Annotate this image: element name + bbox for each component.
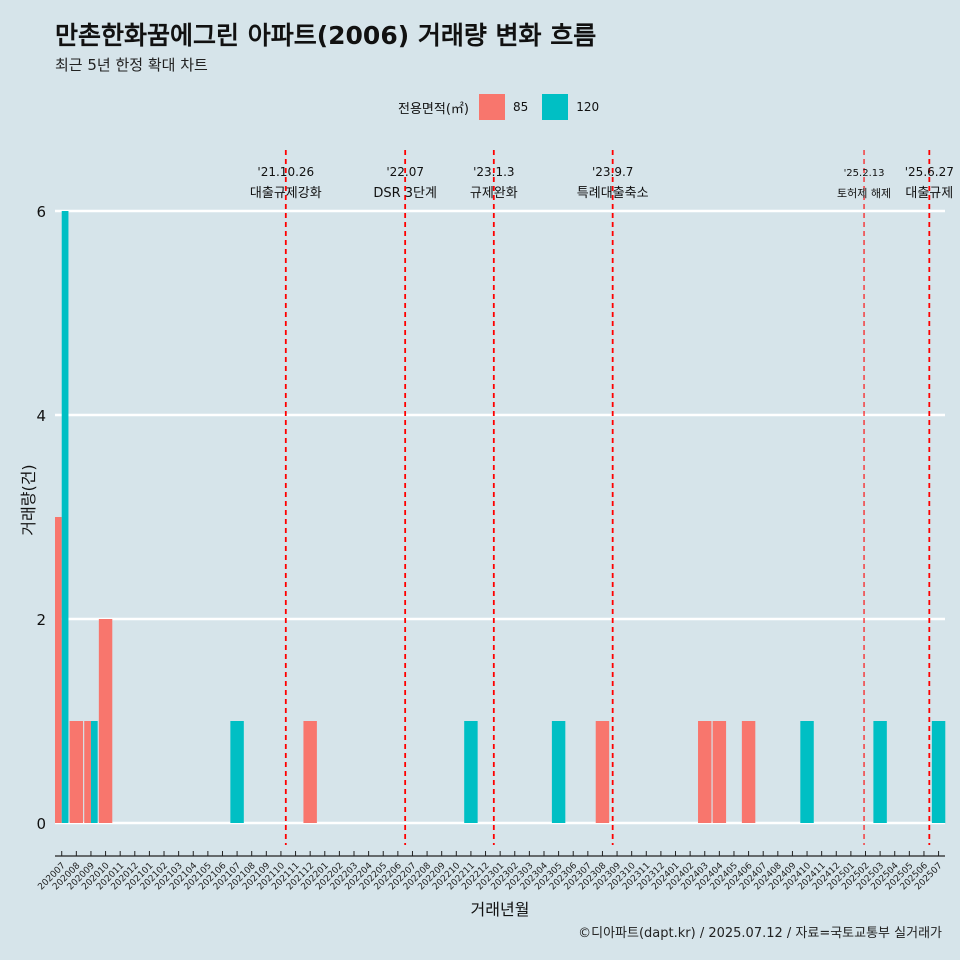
bar-85-202008 — [69, 721, 84, 823]
y-tick-label: 0 — [36, 815, 46, 833]
event-name-label: 대출규제 — [905, 186, 953, 201]
bar-120-202107 — [230, 721, 244, 823]
legend-label-85: 85 — [512, 100, 529, 114]
legend: 전용면적(㎡) 85 120 — [398, 94, 605, 120]
bar-85-202403 — [698, 721, 712, 823]
bar-120-202503 — [873, 721, 887, 823]
event-date-label: '23.1.3 — [473, 165, 514, 179]
bar-120-202507 — [931, 721, 946, 823]
event-date-label: '22.07 — [386, 165, 424, 179]
legend-swatch-120 — [542, 94, 569, 120]
event-date-label: '25.2.13 — [844, 168, 885, 179]
bar-85-202406 — [741, 721, 756, 823]
legend-title: 전용면적(㎡) — [398, 101, 469, 117]
event-name-label: DSR 3단계 — [373, 186, 437, 201]
y-axis-label: 거래량(건) — [19, 464, 38, 535]
event-name-label: 특례대출축소 — [577, 186, 649, 201]
bar-120-202007 — [61, 211, 69, 823]
bar-120-202305 — [551, 721, 566, 823]
chart-title: 만촌한화꿈에그린 아파트(2006) 거래량 변화 흐름 — [55, 21, 597, 50]
y-tick-label: 2 — [36, 611, 46, 629]
event-name-label: 토허제 해제 — [837, 186, 891, 200]
legend-swatch-85 — [478, 94, 505, 120]
bar-85-202112 — [303, 721, 317, 823]
bar-120-202410 — [800, 721, 814, 823]
y-tick-label: 4 — [36, 407, 46, 425]
chart-subtitle: 최근 5년 한정 확대 차트 — [55, 56, 208, 74]
event-date-label: '23.9.7 — [592, 165, 633, 179]
x-axis-label: 거래년월 — [471, 900, 530, 919]
y-tick-label: 6 — [36, 203, 46, 221]
bar-85-202007 — [55, 517, 62, 823]
event-name-label: 대출규제강화 — [250, 186, 322, 201]
chart-caption: ©디아파트(dapt.kr) / 2025.07.12 / 자료=국토교통부 실… — [578, 926, 942, 941]
bar-85-202010 — [98, 619, 113, 823]
bar-85-202009 — [84, 721, 91, 823]
event-date-label: '21.10.26 — [257, 165, 314, 179]
bar-120-202211 — [464, 721, 478, 823]
legend-label-120: 120 — [576, 100, 600, 114]
bar-120-202009 — [90, 721, 98, 823]
bar-85-202308 — [595, 721, 610, 823]
event-date-label: '25.6.27 — [905, 165, 954, 179]
event-name-label: 규제완화 — [470, 186, 518, 201]
bar-85-202404 — [712, 721, 727, 823]
